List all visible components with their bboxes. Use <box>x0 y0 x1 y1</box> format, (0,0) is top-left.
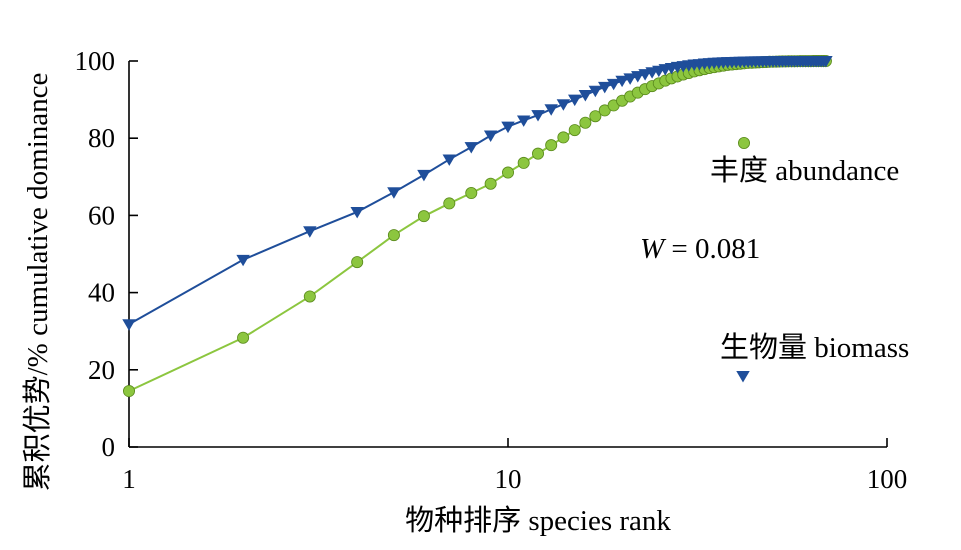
abundance-point <box>387 229 400 242</box>
abundance-point <box>568 124 581 137</box>
abundance-point <box>545 139 558 152</box>
biomass-point <box>417 169 431 182</box>
biomass-point <box>598 81 612 94</box>
biomass-line <box>128 60 826 326</box>
biomass-point <box>556 99 571 111</box>
series-layer <box>122 55 833 398</box>
abundance-point <box>484 177 497 190</box>
biomass-point <box>638 69 652 81</box>
biomass-point <box>303 226 317 238</box>
biomass-point <box>516 115 531 127</box>
abundance-point <box>465 187 478 200</box>
biomass-point <box>236 254 250 267</box>
legend-abundance-marker <box>738 136 751 149</box>
abundance-point <box>303 290 316 303</box>
x-tick-label: 10 <box>495 464 522 494</box>
biomass-point <box>464 142 478 154</box>
legend-biomass-label: 生物量 biomass <box>720 331 909 364</box>
x-axis-title: 物种排序 species rank <box>405 504 671 537</box>
biomass-point <box>819 56 833 68</box>
biomass-point <box>578 90 593 102</box>
ticks: 0 20 40 60 80 100 1 10 100 <box>75 46 908 494</box>
y-tick-label: 100 <box>75 46 116 76</box>
y-axis-title: 累积优势/% cumulative dominance <box>21 73 54 492</box>
w-value: = 0.081 <box>664 233 760 265</box>
biomass-point <box>544 104 558 116</box>
w-symbol: W <box>640 233 667 265</box>
biomass-point <box>615 75 629 88</box>
legend-biomass-marker <box>736 371 750 383</box>
biomass-point <box>483 130 498 142</box>
y-tick-label: 60 <box>88 200 115 230</box>
y-tick-label: 20 <box>88 355 115 385</box>
biomass-point <box>606 78 621 91</box>
y-tick-label: 0 <box>102 432 116 462</box>
biomass-point <box>531 110 545 122</box>
w-statistic-annotation: W = 0.081 <box>640 233 760 265</box>
axes <box>128 61 887 448</box>
x-tick-label: 1 <box>122 464 136 494</box>
biomass-point <box>442 154 457 166</box>
abundance-point <box>123 385 136 398</box>
biomass-point <box>122 319 136 331</box>
biomass-point <box>623 73 637 85</box>
biomass-point <box>631 71 645 83</box>
abundance-point <box>501 166 514 179</box>
legend: 丰度 abundance 生物量 biomass <box>710 136 909 383</box>
abundance-point <box>443 197 456 210</box>
x-tick-label: 100 <box>867 464 908 494</box>
series-biomass <box>122 56 833 331</box>
biomass-point <box>501 121 515 134</box>
abundance-point <box>237 331 250 344</box>
abundance-point <box>532 147 545 160</box>
biomass-point <box>588 85 603 98</box>
abundance-point <box>598 104 611 117</box>
abundance-point <box>557 131 570 144</box>
abundance-point <box>579 116 592 129</box>
abundance-point <box>589 110 602 123</box>
legend-abundance-label: 丰度 abundance <box>710 154 899 187</box>
y-tick-label: 80 <box>88 123 115 153</box>
y-tick-label: 40 <box>88 278 115 308</box>
abundance-point <box>417 210 430 223</box>
biomass-point <box>568 94 582 107</box>
biomass-point <box>387 187 401 199</box>
abundance-point <box>517 156 530 169</box>
abundance-point <box>351 256 364 269</box>
biomass-point <box>350 206 364 219</box>
